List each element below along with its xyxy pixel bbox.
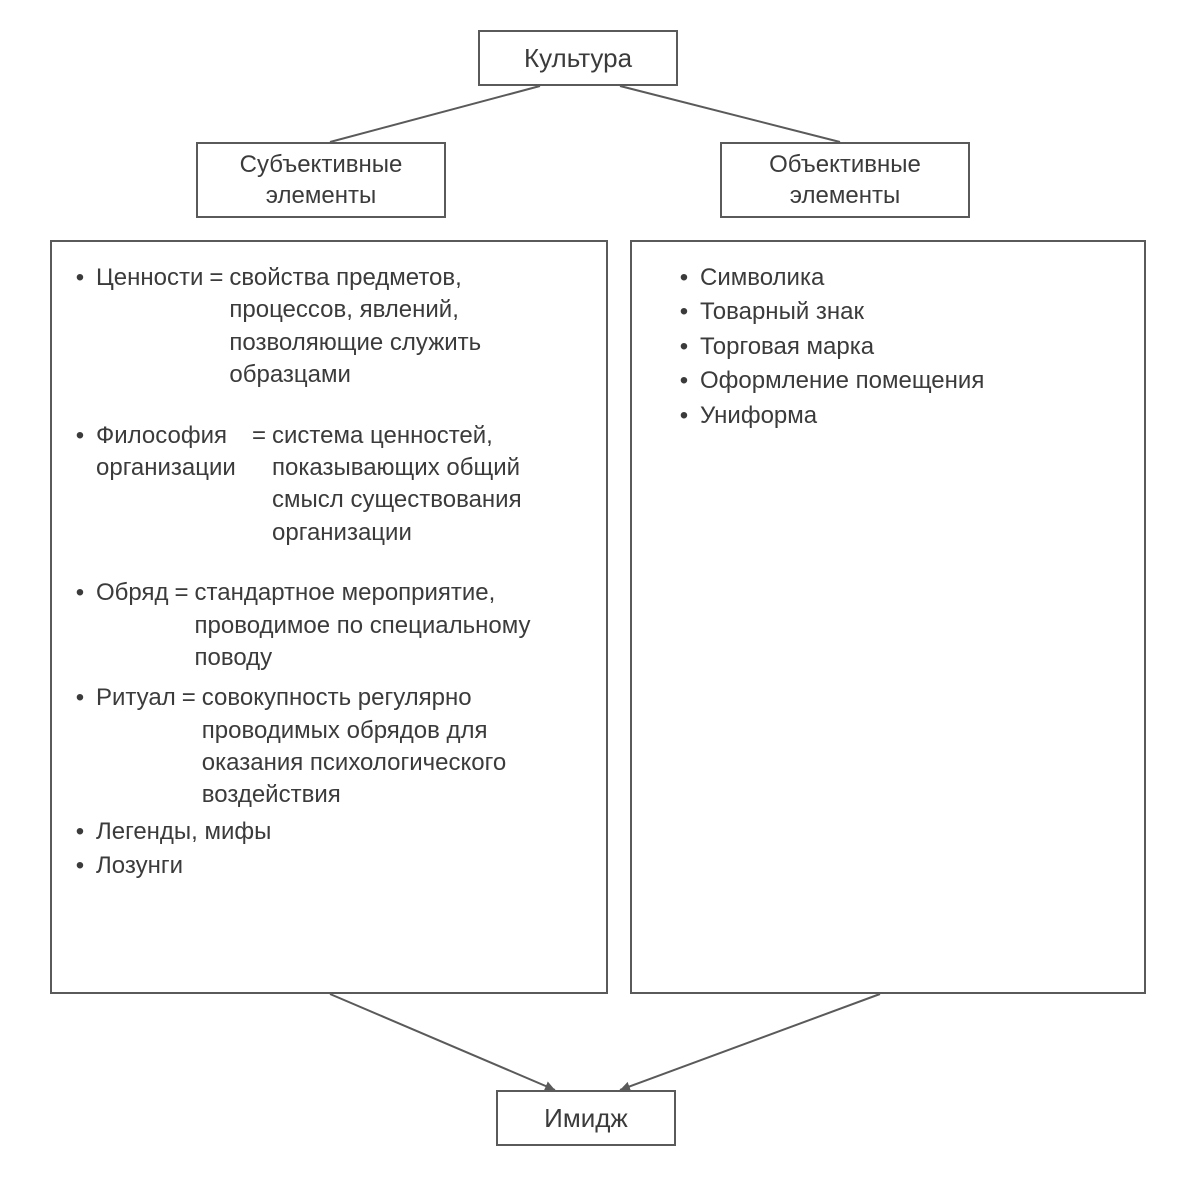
subjective-item-3-def: совокупность регулярно проводимых обрядо… xyxy=(202,682,588,812)
edge-right-bottom xyxy=(620,994,880,1090)
bullet-icon: • xyxy=(64,420,96,452)
bullet-icon: • xyxy=(668,296,700,328)
subjective-item-4: • Легенды, мифы xyxy=(64,816,588,848)
objective-item-2: • Торговая марка xyxy=(668,331,1126,363)
equals-sign: = xyxy=(246,420,272,452)
objective-item-0-label: Символика xyxy=(700,262,824,294)
objective-item-1: • Товарный знак xyxy=(668,296,1126,328)
equals-sign: = xyxy=(169,577,195,609)
bullet-icon: • xyxy=(668,400,700,432)
subjective-item-1-term-text: Философия организации xyxy=(96,422,236,481)
subjective-item-5: • Лозунги xyxy=(64,850,588,882)
subjective-item-0-def: свойства предметов, процессов, явлений, … xyxy=(229,262,588,392)
node-image-label: Имидж xyxy=(544,1103,628,1134)
objective-item-4-label: Униформа xyxy=(700,400,817,432)
node-culture-label: Культура xyxy=(524,43,632,74)
subjective-item-0-term: Ценности xyxy=(96,262,203,294)
subjective-item-3-term: Ритуал xyxy=(96,682,176,714)
subjective-item-0: • Ценности = свойства предметов, процесс… xyxy=(64,262,588,392)
bullet-icon: • xyxy=(64,577,96,609)
bullet-icon: • xyxy=(64,262,96,294)
subjective-item-1-term: Философия организации xyxy=(96,420,246,485)
subjective-header-line2: элементы xyxy=(266,180,376,211)
edge-top-right xyxy=(620,86,840,142)
objective-item-2-label: Торговая марка xyxy=(700,331,874,363)
node-image: Имидж xyxy=(496,1090,676,1146)
node-objective-header: Объективные элементы xyxy=(720,142,970,218)
edge-top-left xyxy=(330,86,540,142)
subjective-item-2: • Обряд = стандартное мероприятие, прово… xyxy=(64,577,588,674)
objective-item-4: • Униформа xyxy=(668,400,1126,432)
bullet-icon: • xyxy=(668,262,700,294)
node-subjective-header: Субъективные элементы xyxy=(196,142,446,218)
panel-subjective: • Ценности = свойства предметов, процесс… xyxy=(50,240,608,994)
bullet-icon: • xyxy=(64,816,96,848)
panel-subjective-inner: • Ценности = свойства предметов, процесс… xyxy=(52,242,606,905)
subjective-item-1: • Философия организации = система ценнос… xyxy=(64,420,588,550)
equals-sign: = xyxy=(176,682,202,714)
subjective-item-2-term: Обряд xyxy=(96,577,169,609)
bullet-icon: • xyxy=(64,850,96,882)
objective-item-3: • Оформление помещения xyxy=(668,365,1126,397)
subjective-header-line1: Субъективные xyxy=(240,149,403,180)
subjective-item-5-term: Лозунги xyxy=(96,850,183,882)
objective-header-line1: Объективные xyxy=(769,149,921,180)
objective-item-3-label: Оформление помещения xyxy=(700,365,984,397)
subjective-item-4-term: Легенды, мифы xyxy=(96,816,271,848)
objective-item-0: • Символика xyxy=(668,262,1126,294)
objective-header-line2: элементы xyxy=(790,180,900,211)
node-culture: Культура xyxy=(478,30,678,86)
subjective-item-3: • Ритуал = совокупность регулярно провод… xyxy=(64,682,588,812)
subjective-item-1-def: система ценностей, показывающих общий см… xyxy=(272,420,588,550)
bullet-icon: • xyxy=(668,365,700,397)
panel-objective-inner: • Символика • Товарный знак • Торговая м… xyxy=(632,242,1144,454)
bullet-icon: • xyxy=(668,331,700,363)
equals-sign: = xyxy=(203,262,229,294)
subjective-item-2-def: стандартное мероприятие, проводимое по с… xyxy=(195,577,588,674)
panel-objective: • Символика • Товарный знак • Торговая м… xyxy=(630,240,1146,994)
bullet-icon: • xyxy=(64,682,96,714)
edge-left-bottom xyxy=(330,994,555,1090)
objective-item-1-label: Товарный знак xyxy=(700,296,864,328)
